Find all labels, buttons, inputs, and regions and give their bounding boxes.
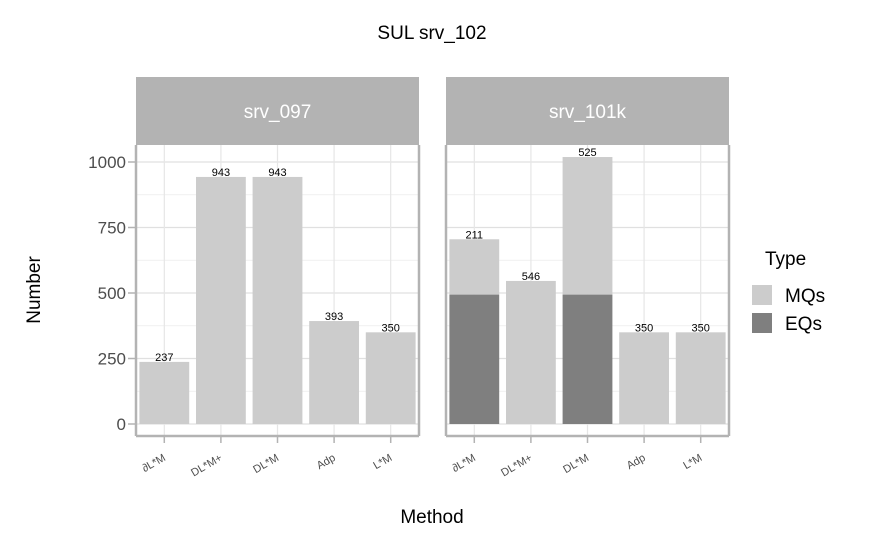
facet-strip	[446, 77, 729, 145]
facet-strip-label: srv_101k	[549, 102, 627, 123]
panel-srv-097: srv_097 237 943 943 393 350 ∂L*M DL*M+ DL*M Adp L*…	[88, 77, 421, 479]
bar-label-mqs: 943	[268, 167, 286, 179]
bar-mqs	[562, 157, 613, 295]
bar-label-mqs: 237	[155, 352, 173, 364]
y-tick-label: 1000	[88, 153, 126, 172]
bar-label-mqs: 350	[635, 322, 653, 334]
bar-mqs	[619, 332, 670, 424]
bar-label-mqs: 350	[692, 322, 710, 334]
legend: Type MQs EQs	[752, 249, 825, 335]
legend-title: Type	[765, 249, 806, 270]
legend-label-mqs: MQs	[785, 286, 825, 307]
bar-mqs	[309, 321, 360, 424]
legend-key-eqs	[752, 313, 772, 333]
x-tick-label: Adp	[625, 452, 648, 472]
bar-mqs	[365, 332, 416, 424]
panel-srv-101k: srv_101k494211546494525350350∂L*MDL*M+DL…	[444, 77, 731, 479]
chart-title: SUL srv_102	[377, 23, 486, 44]
y-tick-label: 500	[98, 284, 126, 303]
bar-label-mqs: 393	[325, 311, 343, 323]
x-tick-label: DL*M+	[499, 452, 534, 479]
bar-mqs	[195, 176, 246, 424]
y-axis-title: Number	[24, 256, 45, 324]
x-tick-label: DL*M+	[189, 452, 224, 479]
bar-label-mqs: 546	[522, 271, 540, 283]
x-tick-label: L*M	[681, 452, 704, 472]
bar-label-mqs: 525	[578, 147, 596, 159]
bar-mqs	[675, 332, 726, 424]
panels: srv_097 237 943 943 393 350 ∂L*M DL*M+ DL*M Adp L*…	[88, 77, 731, 479]
x-axis-title: Method	[400, 507, 463, 528]
facet-strip-label: srv_097	[244, 102, 312, 123]
bar-eqs	[562, 294, 613, 424]
x-tick-label: DL*M	[251, 452, 281, 476]
bar-label-mqs: 211	[466, 229, 484, 241]
facet-strip	[136, 77, 419, 145]
x-tick-label: L*M	[371, 452, 394, 472]
bar-label-mqs: 943	[212, 167, 230, 179]
bar-eqs	[449, 294, 500, 424]
bar-label-mqs: 350	[382, 322, 400, 334]
y-tick-label: 250	[98, 350, 126, 369]
y-tick-label: 0	[117, 415, 126, 434]
legend-label-eqs: EQs	[785, 314, 822, 335]
x-tick-label: ∂L*M	[140, 452, 168, 475]
legend-key-mqs	[752, 285, 772, 305]
x-tick-label: ∂L*M	[450, 452, 478, 475]
x-tick-label: Adp	[315, 452, 338, 472]
bar-mqs	[252, 176, 303, 424]
y-tick-label: 750	[98, 219, 126, 238]
bar-mqs	[505, 280, 556, 424]
bar-mqs	[139, 361, 190, 424]
bar-mqs	[449, 239, 500, 295]
x-tick-label: DL*M	[561, 452, 591, 476]
